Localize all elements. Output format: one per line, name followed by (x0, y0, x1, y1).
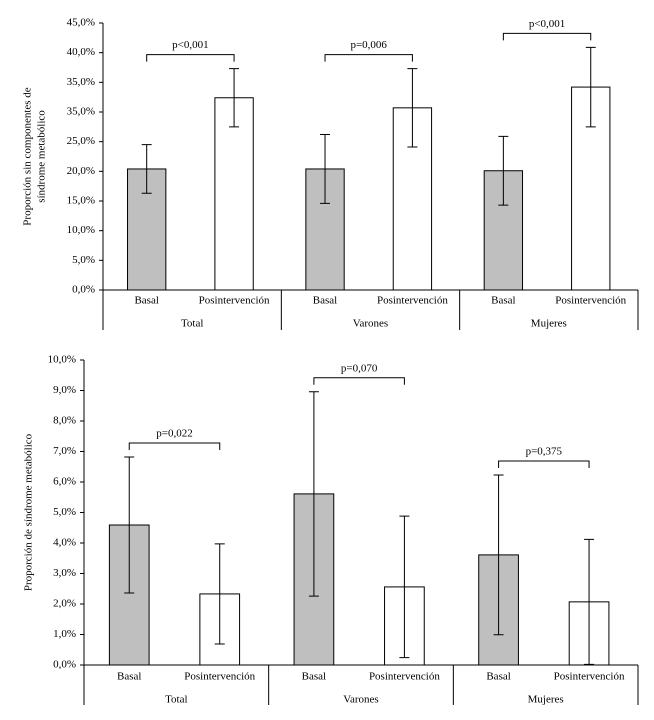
annotation: p=0,006 (350, 39, 387, 51)
y-tick-label: 4,0% (53, 537, 76, 549)
y-tick-label: 35,0% (67, 106, 95, 118)
annotation: p=0,375 (526, 446, 563, 458)
y-tick-label: 5,0% (53, 506, 76, 518)
y-tick-label: 3,0% (53, 567, 76, 579)
y-tick-label: 10,0% (67, 224, 95, 236)
error-bar (141, 144, 152, 194)
group-label: Varones (343, 694, 378, 706)
y-tick-label: 10,0% (48, 354, 76, 366)
y-tick-label: 25,0% (67, 135, 95, 147)
y-tick-label: 6,0% (53, 476, 76, 488)
bracket (313, 377, 405, 385)
bar (127, 168, 167, 291)
annotation: p=0,022 (156, 428, 192, 440)
error-bar (124, 456, 135, 594)
group-label: Mujeres (528, 694, 564, 706)
y-axis-label: Proporción de síndrome metabólico (23, 433, 35, 591)
bracket (146, 54, 235, 62)
group-label: Total (165, 694, 187, 706)
error-bar (493, 474, 504, 636)
error-bar (229, 68, 240, 128)
x-tick-label: Basal (117, 671, 141, 683)
y-tick-label: 20,0% (67, 165, 95, 177)
annotation: p=0,070 (341, 362, 378, 374)
y-tick-label: 1,0% (53, 628, 76, 640)
y-tick-label: 0,0% (72, 284, 95, 296)
y-tick-label: 35,0% (67, 76, 95, 88)
y-tick-label: 45,0% (67, 17, 95, 29)
x-tick-label: Posintervención (199, 295, 270, 307)
y-tick-label: 7,0% (53, 445, 76, 457)
y-tick-label: 2,0% (53, 598, 76, 610)
y-tick-label: 5,0% (72, 254, 95, 266)
y-tick-label: 0,0% (53, 659, 76, 671)
error-bar (320, 134, 331, 204)
annotation: p<0,001 (529, 18, 565, 30)
error-bar (498, 135, 509, 206)
y-tick-label: 9,0% (53, 384, 76, 396)
x-tick-label: Posintervención (369, 671, 440, 683)
group-label: Total (181, 318, 203, 330)
group-label: Mujeres (531, 318, 567, 330)
error-bar (584, 538, 595, 665)
y-tick-label: 8,0% (53, 415, 76, 427)
x-tick-label: Basal (486, 671, 510, 683)
error-bar (407, 68, 418, 148)
x-tick-label: Basal (134, 295, 158, 307)
x-tick-label: Basal (313, 295, 337, 307)
x-tick-label: Posintervención (555, 295, 626, 307)
y-axis-label: síndrome metabólico (36, 110, 48, 203)
x-tick-label: Posintervención (554, 671, 625, 683)
bracket (502, 32, 592, 41)
y-axis-label: Proporción sin componentes de (22, 87, 34, 226)
y-tick-label: 40,0% (67, 46, 95, 58)
bar (214, 97, 254, 291)
error-bar (308, 391, 319, 597)
y-tick-label: 15,0% (67, 195, 95, 207)
group-label: Varones (353, 318, 388, 330)
error-bar (585, 46, 596, 128)
error-bar (399, 515, 410, 659)
x-tick-label: Posintervención (184, 671, 255, 683)
bracket (498, 460, 590, 468)
annotation: p<0,001 (172, 39, 208, 51)
x-tick-label: Basal (302, 671, 326, 683)
bracket (128, 442, 221, 450)
error-bar (214, 543, 225, 645)
x-tick-label: Basal (491, 295, 515, 307)
x-tick-label: Posintervención (377, 295, 448, 307)
bracket (324, 54, 413, 62)
